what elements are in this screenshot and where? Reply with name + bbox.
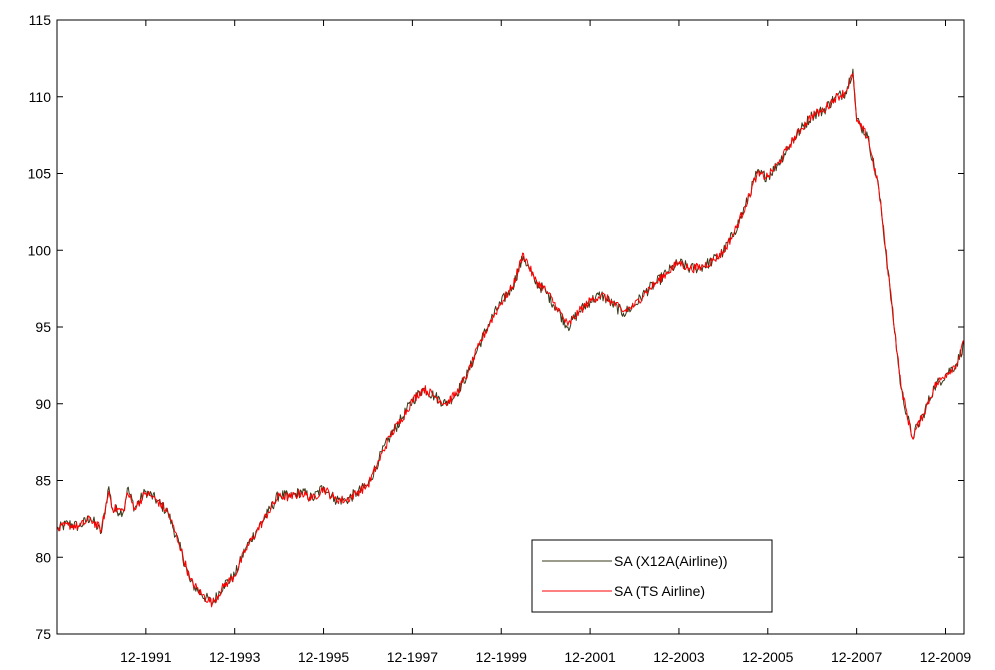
legend-label: SA (X12A(Airline))	[614, 553, 728, 569]
series-layer	[56, 68, 965, 608]
y-tick-label: 110	[29, 89, 52, 105]
x-tick-label: 12-2001	[564, 649, 616, 665]
legend-box	[531, 539, 773, 613]
x-tick-label: 12-1991	[120, 649, 172, 665]
x-tick-label: 12-2003	[653, 649, 705, 665]
x-tick-label: 12-1997	[387, 649, 439, 665]
y-tick-label: 85	[35, 473, 51, 489]
y-tick-label: 115	[29, 12, 52, 28]
y-axis: 75 80 85 90 95 100 105 110 115	[28, 12, 964, 642]
x-tick-label: 12-1999	[476, 649, 528, 665]
x-axis: 12-1991 12-1993 12-1995 12-1997 12-1999 12-20…	[120, 20, 971, 665]
legend-label: SA (TS Airline)	[614, 583, 705, 599]
x-tick-label: 12-1993	[209, 649, 261, 665]
y-tick-label: 95	[35, 319, 51, 335]
y-tick-label: 105	[28, 166, 52, 182]
y-tick-label: 80	[35, 549, 51, 565]
x-tick-label: 12-2005	[742, 649, 794, 665]
series-line-2	[56, 73, 965, 608]
x-tick-label: 12-2009	[920, 649, 972, 665]
x-tick-label: 12-1995	[298, 649, 350, 665]
legend: SA (X12A(Airline)) SA (TS Airline)	[531, 539, 773, 613]
y-tick-label: 100	[28, 242, 52, 258]
plot-background	[57, 20, 964, 634]
y-tick-label: 75	[35, 626, 51, 642]
x-tick-label: 12-2007	[831, 649, 883, 665]
y-tick-label: 90	[35, 396, 51, 412]
